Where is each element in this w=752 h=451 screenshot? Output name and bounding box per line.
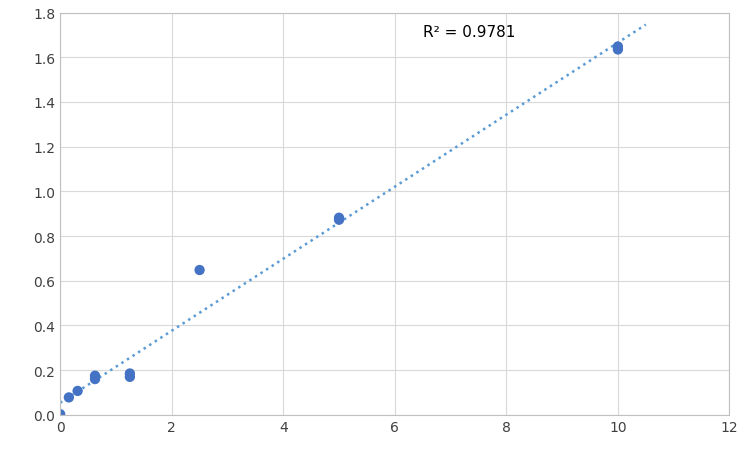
Point <box>612 44 624 51</box>
Point <box>193 267 205 274</box>
Point <box>612 47 624 54</box>
Point <box>63 394 75 401</box>
Point <box>124 370 136 377</box>
Point <box>333 216 345 224</box>
Point <box>71 387 83 395</box>
Point <box>333 215 345 222</box>
Point <box>89 376 101 383</box>
Text: R² = 0.9781: R² = 0.9781 <box>423 25 515 40</box>
Point <box>124 373 136 381</box>
Point <box>54 411 66 418</box>
Point <box>89 372 101 379</box>
